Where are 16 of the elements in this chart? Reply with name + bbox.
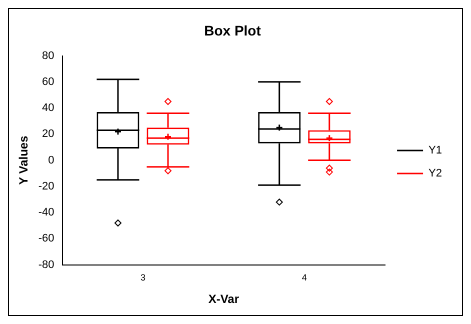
y-tick-label: 40 — [42, 102, 54, 114]
chart-title: Box Plot — [204, 22, 262, 38]
y-tick-label: 0 — [48, 154, 54, 166]
y-tick-label: -60 — [38, 232, 54, 245]
y-tick-label: 60 — [42, 76, 54, 88]
y-tick-label: -20 — [38, 180, 54, 192]
x-axis-title: X-Var — [208, 292, 240, 306]
y-tick-label: 80 — [42, 50, 54, 62]
legend-label: Y1 — [428, 144, 442, 157]
legend-label: Y2 — [428, 168, 442, 180]
y-tick-label: -80 — [38, 258, 54, 271]
y-tick-label: 20 — [42, 128, 54, 140]
x-tick-label: 3 — [140, 272, 146, 283]
y-axis-title: Y Values — [16, 135, 31, 185]
y-tick-label: -40 — [38, 206, 54, 219]
x-tick-label: 4 — [302, 272, 307, 283]
